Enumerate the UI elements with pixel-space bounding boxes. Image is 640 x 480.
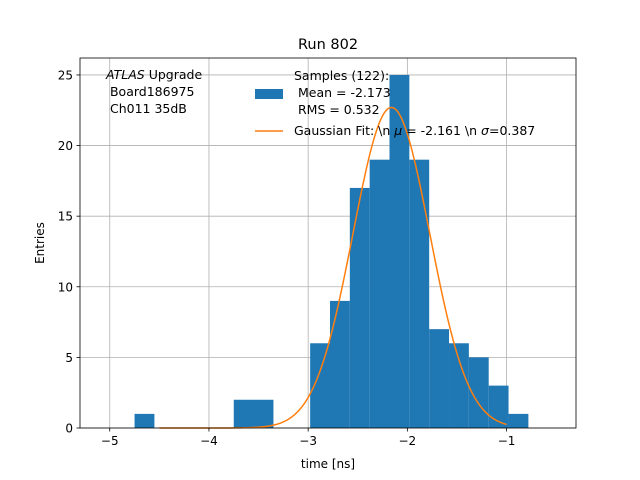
y-tick-label: 10	[58, 280, 73, 294]
histogram-bar	[134, 413, 155, 428]
legend-fit-mu: μ	[393, 123, 402, 138]
plot-frame	[79, 57, 577, 429]
histogram-bar	[233, 399, 274, 428]
y-axis-label: Entries	[33, 222, 47, 264]
histogram-bar	[429, 329, 450, 428]
annotation-channel: Ch011 35dB	[106, 101, 187, 116]
x-tick-label: −4	[200, 434, 218, 448]
annotation-board: Board186975	[106, 84, 194, 99]
histogram-bar	[389, 74, 410, 428]
annotation-line-1: ATLAS Upgrade	[105, 67, 202, 82]
histogram-bar	[409, 159, 430, 428]
y-tick-label: 25	[58, 68, 73, 82]
grid	[80, 58, 576, 429]
histogram-bar	[329, 300, 350, 428]
histogram-bar	[369, 159, 390, 428]
axis-ticks: −5 −4 −3 −2 −1 0 5 10 15 20 25	[58, 68, 516, 448]
y-tick-label: 5	[65, 351, 73, 365]
x-tick-label: −3	[299, 434, 317, 448]
x-tick-label: −2	[399, 434, 417, 448]
legend-samples-line-2: Mean = -2.173	[294, 85, 391, 100]
legend-samples-line-1: Samples (122):	[294, 68, 389, 83]
legend-fit-text-1: Gaussian Fit: \n	[294, 123, 394, 138]
legend-fit-label: Gaussian Fit: \n μ = -2.161 \n σ=0.387	[294, 123, 535, 138]
legend-fit-sigma: σ	[481, 123, 490, 138]
histogram-bar	[349, 187, 370, 428]
histogram-bar	[508, 413, 529, 428]
chart-title: Run 802	[298, 37, 358, 53]
legend-fit-text-3: =0.387	[489, 123, 535, 138]
y-tick-label: 15	[58, 210, 73, 224]
y-tick-label: 20	[58, 139, 73, 153]
legend-histogram-swatch	[255, 89, 283, 99]
run-annotation: ATLAS Upgrade Board186975 Ch011 35dB	[105, 67, 202, 116]
y-tick-label: 0	[65, 422, 73, 436]
histogram-bar	[488, 385, 509, 428]
atlas-label: ATLAS	[105, 67, 145, 82]
upgrade-label: Upgrade	[145, 67, 203, 82]
legend-samples-line-3: RMS = 0.532	[294, 102, 380, 117]
x-tick-label: −1	[498, 434, 516, 448]
x-tick-label: −5	[101, 434, 119, 448]
x-axis-label: time [ns]	[301, 457, 355, 471]
legend-fit-text-2: = -2.161 \n	[402, 123, 481, 138]
legend: Samples (122): Mean = -2.173 RMS = 0.532…	[255, 68, 535, 138]
histogram-bar	[449, 343, 469, 428]
histogram-bar	[310, 343, 330, 428]
histogram-bars	[134, 74, 529, 428]
